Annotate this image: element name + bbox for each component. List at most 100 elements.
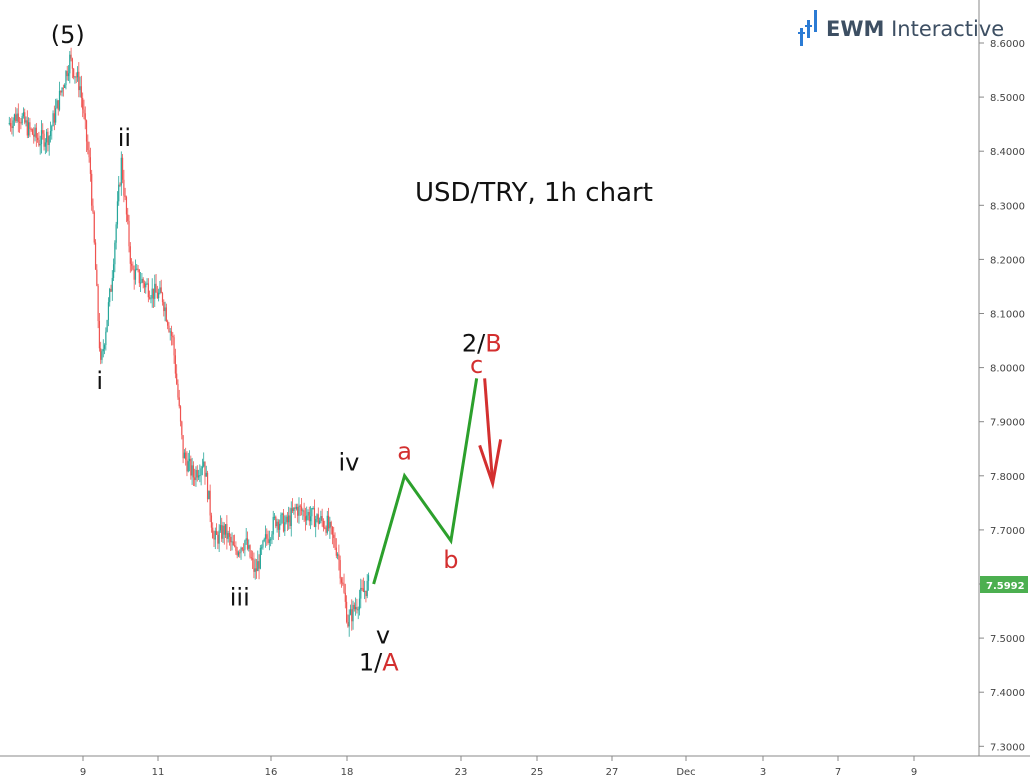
candle-body — [258, 561, 260, 569]
candle-body — [203, 461, 205, 467]
candlestick-series — [8, 47, 370, 637]
candle-body — [340, 578, 343, 583]
candle-body — [35, 127, 37, 138]
candle-body — [62, 87, 64, 89]
candle-body — [84, 113, 86, 121]
candle-body — [261, 547, 263, 549]
logo-brand: EWM — [826, 17, 884, 41]
candle-body — [73, 68, 75, 78]
candle-body — [174, 355, 176, 374]
candle-body — [361, 587, 363, 589]
candle-body — [120, 157, 122, 186]
x-tick-label: 3 — [760, 767, 766, 778]
candle-body — [199, 475, 201, 477]
candle-body — [143, 283, 146, 288]
candle-body — [165, 307, 167, 322]
candle-body — [129, 246, 131, 264]
candle-body — [31, 129, 34, 135]
candle-body — [355, 607, 357, 610]
candle-body — [101, 351, 103, 360]
candle-body — [173, 337, 175, 356]
candle-body — [303, 510, 305, 517]
candle-body — [18, 121, 21, 123]
candle-body — [89, 157, 91, 174]
candle-body — [97, 285, 99, 322]
candle-body — [75, 76, 77, 78]
candle-body — [331, 526, 334, 535]
candle-body — [221, 525, 223, 539]
candle-body — [24, 112, 26, 123]
wave-iv: iv — [338, 448, 359, 476]
candle-body — [352, 604, 354, 622]
candle-body — [34, 127, 36, 137]
candle-body — [67, 73, 70, 77]
candle-body — [194, 477, 196, 481]
ewm-logo[interactable]: EWM Interactive — [798, 10, 1004, 46]
candle-body — [146, 283, 148, 285]
y-tick-label: 8.1000 — [990, 310, 1025, 321]
candle-body — [204, 461, 206, 477]
candle-body — [119, 184, 121, 186]
down-arrow-icon — [483, 378, 495, 484]
chart-title: USD/TRY, 1h chart — [415, 178, 653, 208]
candle-body — [103, 345, 106, 349]
candle-body — [121, 157, 124, 180]
candle-body — [179, 406, 182, 422]
candle-body — [209, 490, 211, 516]
candle-body — [38, 139, 40, 146]
candle-body — [208, 490, 210, 500]
candle-body — [273, 516, 276, 518]
candle-body — [106, 320, 108, 332]
candle-body — [226, 524, 228, 539]
candle-body — [141, 278, 143, 283]
candle-body — [183, 452, 185, 459]
candle-body — [268, 539, 270, 543]
candle-body — [186, 459, 188, 472]
candle-body — [293, 507, 295, 511]
candle-body — [280, 514, 282, 524]
candle-body — [13, 114, 16, 121]
candle-body — [124, 195, 126, 198]
candle-body — [150, 298, 152, 300]
x-tick-label: 25 — [531, 767, 544, 778]
candle-body — [218, 530, 220, 544]
candle-body — [346, 601, 348, 623]
candle-body — [156, 292, 158, 299]
candle-body — [93, 212, 95, 243]
candle-body — [294, 507, 296, 509]
candle-body — [51, 126, 53, 132]
candle-body — [254, 568, 256, 572]
candle-body — [367, 575, 370, 581]
candle-body — [43, 133, 45, 147]
y-tick-label: 8.4000 — [990, 147, 1025, 158]
candle-body — [170, 331, 173, 336]
candle-body — [282, 513, 285, 532]
candle-body — [231, 541, 233, 543]
candle-body — [92, 205, 94, 213]
candle-body — [337, 554, 339, 556]
candle-body — [160, 287, 162, 294]
x-tick-label: 11 — [152, 767, 165, 778]
x-tick-label: 7 — [835, 767, 841, 778]
candle-body — [22, 112, 25, 117]
candle-body — [60, 90, 62, 93]
candle-body — [263, 539, 265, 541]
candle-body — [306, 515, 308, 521]
bar-chart-icon — [798, 10, 817, 46]
candle-body — [284, 522, 286, 532]
candle-body — [42, 130, 44, 134]
candle-body — [191, 465, 193, 476]
candle-body — [118, 184, 120, 202]
candle-body — [356, 607, 358, 610]
candle-body — [88, 150, 90, 158]
candle-body — [357, 609, 359, 611]
wave-i: i — [96, 367, 103, 395]
candle-body — [26, 120, 28, 136]
x-tick-label: 18 — [341, 767, 354, 778]
candle-body — [46, 131, 48, 143]
candle-body — [56, 100, 58, 109]
candle-body — [360, 587, 362, 599]
candle-body — [16, 113, 18, 122]
candle-body — [313, 508, 316, 527]
